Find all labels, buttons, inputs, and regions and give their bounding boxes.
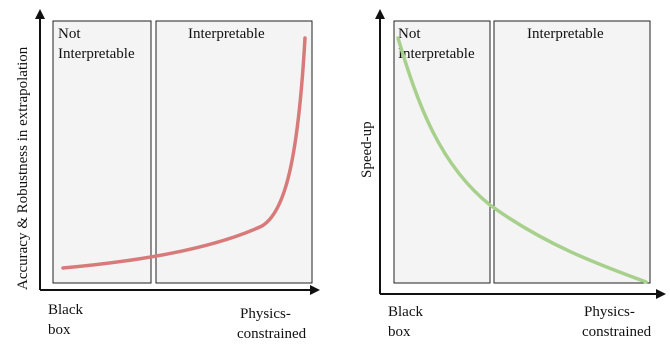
right-region-interpretable [493, 20, 651, 284]
left-accuracy-curve [61, 36, 307, 270]
left-region-not-interpretable-label: Not Interpretable [58, 26, 135, 62]
left-y-axis-label: Accuracy & Robustness in extrapolation [15, 46, 31, 290]
left-region-not-interpretable [52, 20, 152, 284]
right-x-axis-end-label: Physics- constrained [582, 304, 652, 340]
left-panel: Not Interpretable Interpretable Accuracy… [15, 9, 320, 342]
right-panel: Not Interpretable Interpretable Speed-up… [359, 9, 666, 340]
left-x-axis-end-label: Physics- constrained [237, 306, 307, 342]
right-y-axis-label: Speed-up [359, 121, 375, 178]
right-speedup-curve [396, 36, 648, 284]
right-region-not-interpretable-label: Not Interpretable [398, 26, 475, 62]
right-region-interpretable-label: Interpretable [527, 26, 604, 42]
left-x-axis-start-label: Black box [48, 302, 87, 338]
right-x-axis-start-label: Black box [388, 304, 427, 340]
right-region-not-interpretable [393, 20, 491, 284]
left-region-interpretable-label: Interpretable [188, 26, 265, 42]
left-region-interpretable [155, 20, 313, 284]
